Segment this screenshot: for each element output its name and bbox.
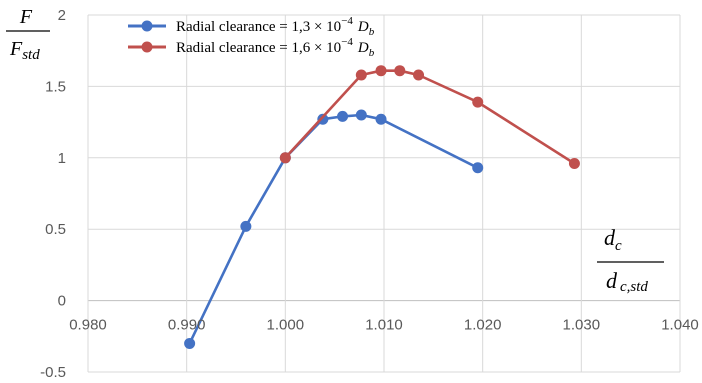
data-point-s1-2: [375, 65, 387, 77]
data-point-s0-1: [240, 220, 252, 232]
data-point-s0-3: [317, 113, 329, 125]
x-label-numerator: dc: [604, 225, 622, 254]
data-point-s0-6: [375, 113, 387, 125]
data-point-s1-3: [394, 65, 406, 77]
x-tick-label: 1.000: [267, 317, 305, 334]
y-tick-label: 1.5: [45, 78, 66, 95]
legend-label-blue: Radial clearance = 1,3 × 10−4 Db: [176, 15, 375, 38]
data-point-s0-7: [472, 162, 484, 174]
x-tick-label: 1.020: [464, 317, 502, 334]
series-layer: [184, 65, 580, 349]
y-tick-label: 0: [58, 293, 66, 310]
x-tick-labels: 0.980 0.990 1.000 1.010 1.020 1.030 1.040: [69, 317, 699, 334]
legend: Radial clearance = 1,3 × 10−4 Db Radial c…: [128, 15, 375, 59]
y-tick-label: -0.5: [40, 364, 66, 381]
data-point-s0-5: [355, 109, 367, 121]
data-point-s1-5: [472, 96, 484, 108]
data-point-s0-4: [337, 110, 349, 122]
y-axis-label: F Fstd: [6, 6, 50, 63]
y-tick-labels: -0.5 0 0.5 1 1.5 2: [40, 7, 66, 381]
legend-entry-blue: Radial clearance = 1,3 × 10−4 Db: [128, 15, 375, 38]
y-label-numerator: F: [19, 6, 33, 28]
x-tick-label: 1.030: [563, 317, 601, 334]
data-point-s0-0: [184, 337, 196, 349]
x-label-denominator: d c,std: [606, 268, 648, 295]
legend-marker-red: [141, 41, 153, 53]
x-tick-label: 1.010: [365, 317, 403, 334]
data-point-s1-4: [413, 69, 425, 81]
y-tick-label: 0.5: [45, 221, 66, 238]
legend-entry-red: Radial clearance = 1,6 × 10−4 Db: [128, 36, 375, 59]
x-axis-label: dc d c,std: [597, 225, 664, 295]
x-tick-label: 0.980: [69, 317, 107, 334]
data-point-s1-0: [279, 152, 291, 164]
data-point-s1-6: [568, 158, 580, 170]
y-tick-label: 2: [58, 7, 66, 24]
legend-label-red: Radial clearance = 1,6 × 10−4 Db: [176, 36, 375, 59]
legend-marker-blue: [141, 20, 153, 32]
y-tick-label: 1: [58, 150, 66, 167]
x-tick-label: 1.040: [661, 317, 699, 334]
grid: [87, 14, 681, 373]
y-label-denominator: Fstd: [9, 38, 40, 63]
data-point-s1-1: [355, 69, 367, 81]
x-tick-label: 0.990: [168, 317, 206, 334]
